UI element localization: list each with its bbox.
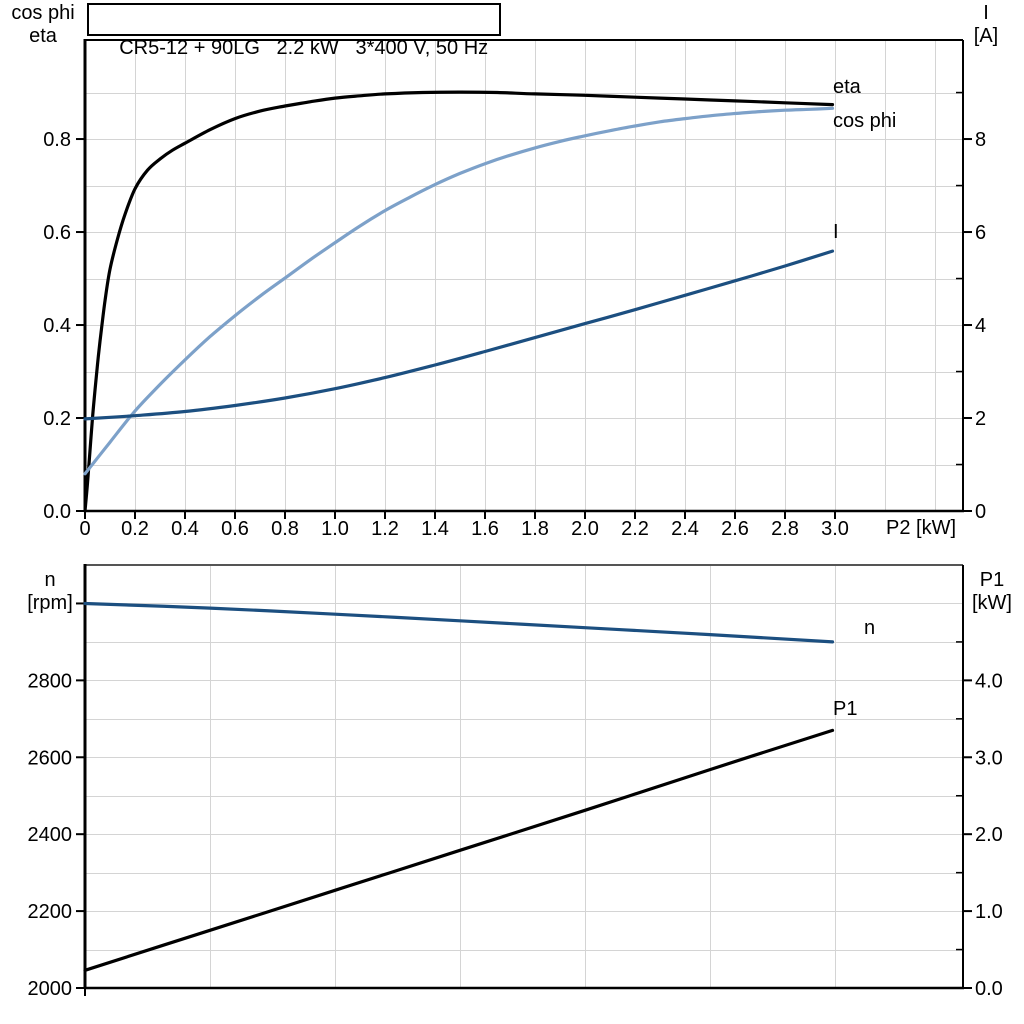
series-path-I	[83, 249, 835, 421]
bottom-left-axis-label: n [rpm]	[5, 569, 95, 615]
left-tick-label: 0.6	[43, 222, 71, 244]
x-axis-label: P2 [kW]	[886, 517, 957, 539]
x-tick-label: 2.8	[771, 518, 799, 540]
x-tick-label: 1.4	[421, 518, 449, 540]
right-tick-label: 6	[975, 222, 986, 244]
x-tick-label: 2.4	[671, 518, 699, 540]
left-tick-label: 2800	[28, 670, 73, 692]
right-tick-label: 2.0	[975, 824, 1003, 846]
axis-label-speed: n	[44, 569, 56, 591]
left-tick-label: 2400	[28, 824, 73, 846]
series-label-I: I	[833, 221, 839, 243]
chart-title: CR5-12 + 90LG 2.2 kW 3*400 V, 50 Hz	[119, 37, 489, 59]
x-tick-label: 2.6	[721, 518, 749, 540]
x-tick-label: 0.2	[121, 518, 149, 540]
axis-label-cos-phi: cos phi	[11, 2, 75, 24]
x-tick-label: 0.6	[221, 518, 249, 540]
left-tick-label: 2600	[28, 747, 73, 769]
right-tick-label: 4	[975, 315, 986, 337]
left-tick-label: 2200	[28, 901, 73, 923]
axis-label-current: I	[983, 2, 989, 24]
left-tick-label: 0.0	[43, 501, 71, 523]
x-tick-label: 1.0	[321, 518, 349, 540]
right-tick-label: 8	[975, 129, 986, 151]
series-path-n	[83, 601, 835, 644]
x-tick-label: 1.2	[371, 518, 399, 540]
x-tick-label: 0.8	[271, 518, 299, 540]
right-tick-label: 3.0	[975, 747, 1003, 769]
axis-label-eta: eta	[29, 25, 57, 47]
right-tick-label: 0.0	[975, 978, 1003, 1000]
top-left-axis-label: cos phi eta	[0, 2, 86, 48]
right-tick-label: 1.0	[975, 901, 1003, 923]
axis-label-current-unit: [A]	[973, 25, 999, 47]
left-tick-label: 0.8	[43, 129, 71, 151]
series-label-eta: eta	[833, 76, 862, 98]
x-tick-label: 0	[79, 518, 90, 540]
right-tick-label: 0	[975, 501, 986, 523]
axis-label-p1: P1	[979, 569, 1005, 591]
x-tick-label: 2.2	[621, 518, 649, 540]
series-label-n: n	[864, 617, 875, 639]
axis-label-p1-unit: [kW]	[972, 592, 1012, 614]
x-tick-label: 2.0	[571, 518, 599, 540]
x-tick-label: 1.8	[521, 518, 549, 540]
top-right-axis-label: I [A]	[963, 2, 1009, 48]
left-tick-label: 0.2	[43, 408, 71, 430]
x-tick-label: 0.4	[171, 518, 199, 540]
series-label-P1: P1	[833, 698, 857, 720]
right-tick-label: 4.0	[975, 670, 1003, 692]
axis-label-speed-unit: [rpm]	[27, 592, 73, 614]
x-tick-label: 1.6	[471, 518, 499, 540]
right-tick-label: 2	[975, 408, 986, 430]
series-path-eta	[83, 90, 835, 513]
series-path-P1	[83, 728, 835, 972]
chart-title-box: CR5-12 + 90LG 2.2 kW 3*400 V, 50 Hz	[87, 3, 501, 59]
left-tick-label: 2000	[28, 978, 73, 1000]
left-tick-label: 0.4	[43, 315, 71, 337]
series-label-cos-phi: cos phi	[833, 110, 896, 132]
series-path-cos-phi	[83, 106, 835, 476]
bottom-right-axis-label: P1 [kW]	[963, 569, 1021, 615]
x-tick-label: 3.0	[821, 518, 849, 540]
